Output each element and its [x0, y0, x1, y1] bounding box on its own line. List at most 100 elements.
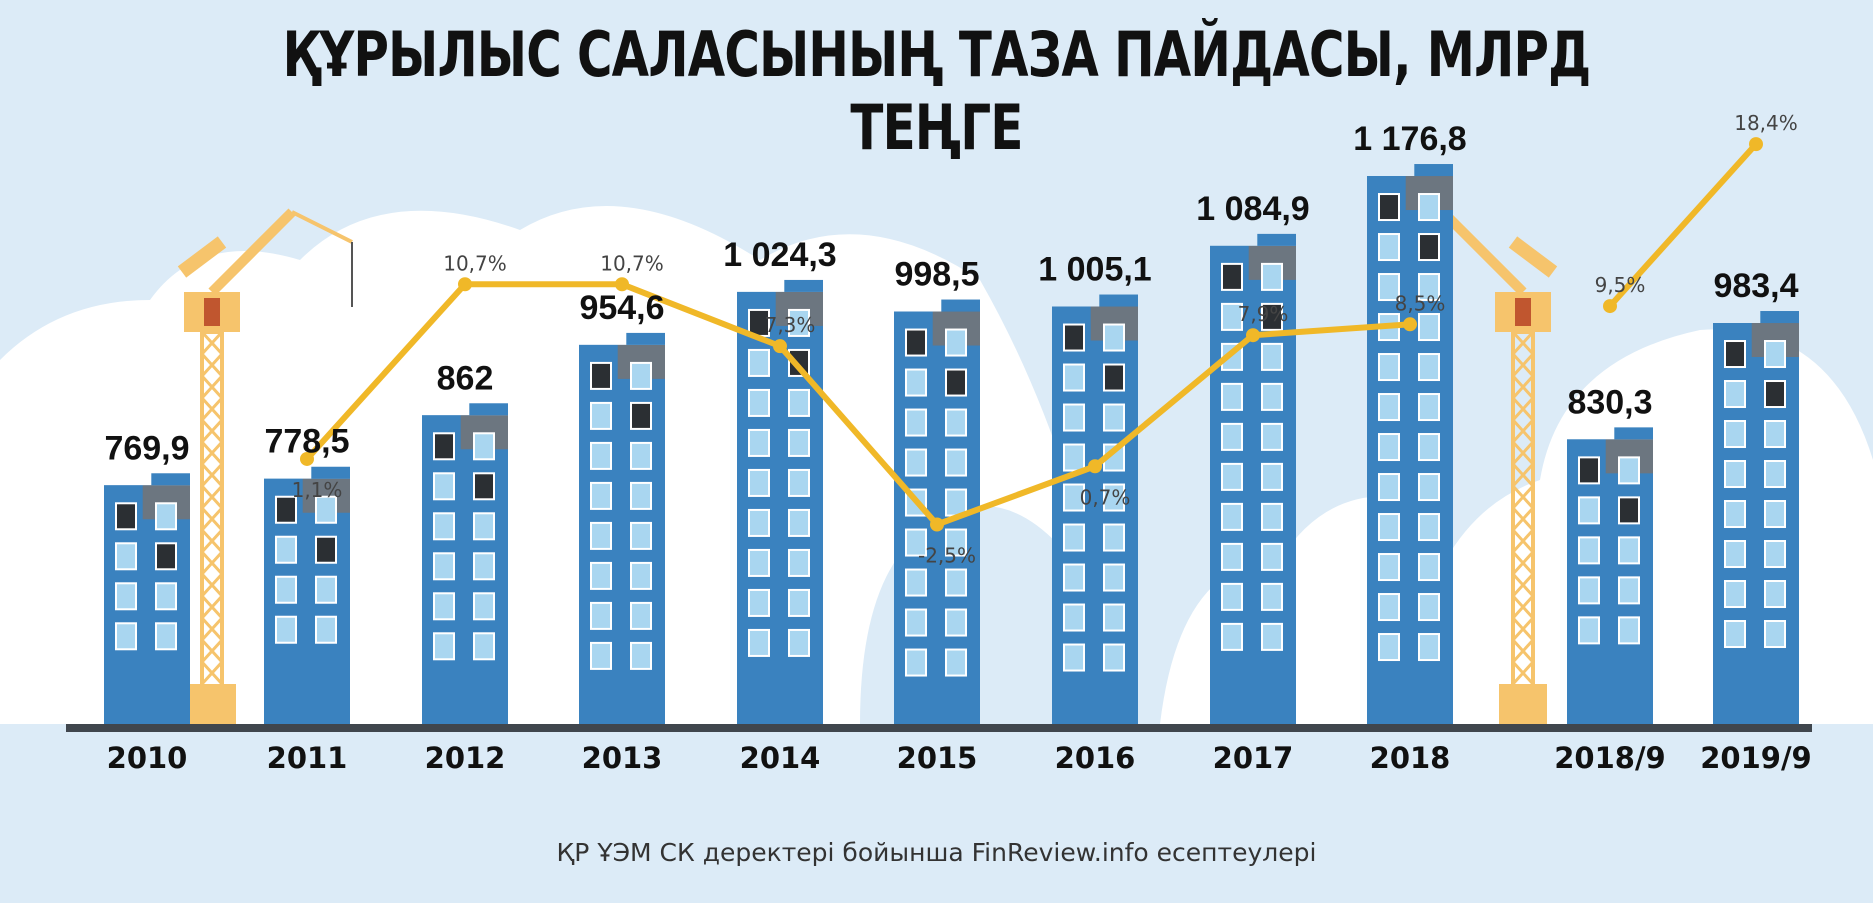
bar: [264, 466, 350, 724]
window: [788, 588, 810, 617]
window: [1261, 382, 1283, 411]
window: [1724, 380, 1746, 409]
window: [905, 328, 927, 357]
window: [433, 432, 455, 461]
bar-value-label: 778,5: [264, 423, 349, 461]
bar-value-label: 954,6: [579, 289, 664, 327]
bar-value-label: 983,4: [1713, 267, 1798, 305]
window: [1261, 422, 1283, 451]
x-tick-label: 2013: [582, 741, 663, 775]
line-value-label: 18,4%: [1734, 111, 1798, 135]
window: [1418, 233, 1440, 262]
window: [1378, 553, 1400, 582]
window: [1261, 582, 1283, 611]
line-value-label: 7,3%: [765, 313, 816, 337]
window: [1103, 563, 1125, 592]
window: [1378, 593, 1400, 622]
line-value-label: 10,7%: [600, 251, 664, 275]
window: [1378, 633, 1400, 662]
window: [788, 308, 810, 337]
x-tick-label: 2015: [897, 741, 978, 775]
line-point: [300, 451, 314, 466]
window: [1764, 580, 1786, 609]
window: [788, 468, 810, 497]
window: [748, 388, 770, 417]
window: [1418, 473, 1440, 502]
window: [1378, 273, 1400, 302]
window: [630, 401, 652, 430]
window: [1221, 302, 1243, 331]
window: [115, 502, 137, 531]
window: [1103, 603, 1125, 632]
crane-icon: [177, 208, 353, 730]
window: [1578, 616, 1600, 645]
line-point: [615, 277, 629, 292]
window: [473, 632, 495, 661]
bar-series: [104, 164, 1799, 725]
window: [1103, 323, 1125, 352]
window: [1724, 540, 1746, 569]
window: [630, 561, 652, 590]
window: [590, 521, 612, 550]
window: [945, 448, 967, 477]
window: [433, 512, 455, 541]
window: [275, 575, 297, 604]
window: [1764, 380, 1786, 409]
line-point: [1749, 137, 1763, 152]
window: [1221, 382, 1243, 411]
bar: [422, 403, 508, 724]
line-point: [1088, 459, 1102, 474]
x-tick-label: 2010: [107, 741, 188, 775]
growth-line-series: [300, 137, 1763, 532]
window: [1063, 443, 1085, 472]
window: [115, 542, 137, 571]
window: [1103, 483, 1125, 512]
window: [630, 521, 652, 550]
bar-value-label: 1 176,8: [1353, 120, 1466, 158]
window: [1724, 620, 1746, 649]
line-point: [1403, 317, 1417, 332]
window: [473, 512, 495, 541]
window: [1724, 500, 1746, 529]
line-value-label: 1,1%: [292, 478, 343, 502]
data-labels: 769,9 778,5 862 954,6 1 024,3 998,5 1 005,1 1 0…: [104, 111, 1798, 567]
bar: [1367, 164, 1453, 725]
window: [315, 615, 337, 644]
window: [1378, 513, 1400, 542]
window: [788, 628, 810, 657]
bar-value-label: 998,5: [894, 256, 979, 294]
window: [473, 592, 495, 621]
window: [630, 481, 652, 510]
window: [590, 601, 612, 630]
window: [1378, 193, 1400, 222]
window: [1418, 353, 1440, 382]
window: [1618, 456, 1640, 485]
window: [905, 528, 927, 557]
window: [433, 472, 455, 501]
window: [1724, 580, 1746, 609]
ground-line: [66, 724, 1812, 732]
bar: [579, 332, 665, 724]
window: [1764, 540, 1786, 569]
window: [630, 601, 652, 630]
window: [155, 502, 177, 531]
x-tick-label: 2016: [1055, 741, 1136, 775]
window: [748, 428, 770, 457]
window: [748, 468, 770, 497]
window: [1618, 616, 1640, 645]
window: [1578, 536, 1600, 565]
window: [1618, 536, 1640, 565]
window: [1221, 582, 1243, 611]
bar-value-label: 1 084,9: [1196, 190, 1309, 228]
window: [788, 508, 810, 537]
window: [788, 428, 810, 457]
window: [1261, 302, 1283, 331]
window: [1261, 462, 1283, 491]
x-tick-label: 2017: [1213, 741, 1294, 775]
window: [788, 548, 810, 577]
window: [1418, 593, 1440, 622]
bar-value-label: 769,9: [104, 429, 189, 467]
bar: [1567, 427, 1653, 724]
window: [1578, 496, 1600, 525]
window: [433, 632, 455, 661]
